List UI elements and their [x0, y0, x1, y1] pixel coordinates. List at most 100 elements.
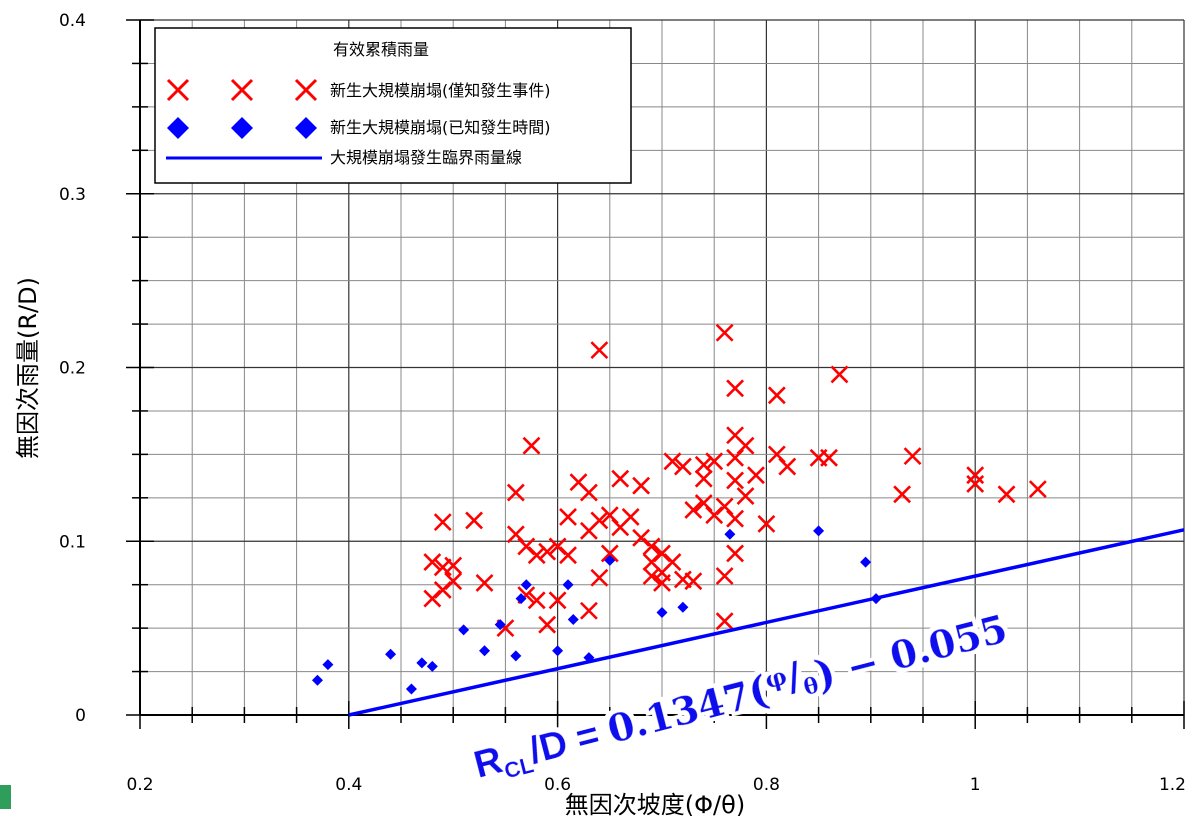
x-tick-label: 1 — [970, 775, 981, 795]
y-tick-label: 0.4 — [59, 11, 86, 31]
x-marker-point — [527, 546, 546, 565]
x-marker-point — [757, 514, 776, 533]
x-marker-point — [548, 591, 567, 610]
x-axis-title: 無因次坡度(Φ/θ) — [565, 791, 745, 819]
diamond-marker-point — [677, 601, 689, 613]
x-marker-point — [538, 542, 557, 561]
x-marker-point — [673, 457, 692, 476]
diamond-marker-point — [552, 645, 564, 657]
x-marker-point — [684, 572, 703, 591]
x-marker-point — [663, 452, 682, 471]
x-marker-point — [726, 379, 744, 398]
legend: 有效累積雨量 新生大規模崩塌(僅知發生事件) 新生大規模崩塌(已知發生時間) 大… — [154, 27, 632, 184]
x-marker-point — [538, 615, 557, 634]
x-marker-point — [663, 553, 682, 572]
x-marker-point — [997, 485, 1016, 504]
x-marker-point — [642, 537, 661, 556]
x-marker-point — [705, 452, 724, 471]
y-tick-label: 0.2 — [59, 359, 86, 379]
x-marker-point — [621, 508, 640, 526]
tick-labels: 0.2 0.4 0.6 0.8 1 1.2 0 0.1 0.2 0.3 0.4 — [59, 11, 1186, 795]
x-marker-point — [611, 469, 630, 488]
x-marker-point — [444, 572, 463, 591]
x-marker-point — [522, 436, 541, 455]
y-tick-label: 0.3 — [59, 185, 86, 205]
x-marker-point — [820, 448, 838, 467]
x-marker-point — [726, 509, 744, 528]
x-marker-point — [893, 485, 912, 504]
legend-entry-label: 大規模崩塌發生臨界雨量線 — [330, 148, 522, 167]
y-axis-title: 無因次雨量(R/D) — [14, 277, 42, 459]
x-marker-point — [590, 568, 609, 587]
x-marker-point — [527, 591, 546, 610]
x-marker-point — [747, 466, 765, 485]
diamond-marker-point — [724, 528, 736, 540]
x-marker-point — [715, 612, 734, 631]
x-marker-point — [506, 483, 525, 502]
diamond-marker-point — [813, 525, 825, 537]
x-marker-point — [632, 476, 651, 495]
x-marker-point — [778, 457, 797, 476]
diamond-marker-point — [604, 554, 616, 566]
legend-x-marker — [294, 78, 318, 102]
legend-diamond-marker — [231, 117, 253, 139]
x-marker-point — [559, 508, 577, 526]
corner-decoration — [0, 785, 11, 809]
x-marker-point — [767, 386, 786, 405]
legend-entry-label: 新生大規模崩塌(已知發生時間) — [330, 118, 551, 137]
diamond-marker-point — [656, 606, 668, 618]
diamond-marker-point — [426, 660, 438, 672]
legend-x-markers — [166, 78, 318, 102]
x-marker-point — [903, 447, 922, 466]
x-marker-point — [580, 601, 598, 620]
x-marker-point — [715, 323, 734, 342]
x-marker-point — [559, 546, 577, 565]
x-marker-point — [444, 556, 463, 575]
x-marker-point — [600, 544, 619, 563]
diamond-marker-point — [860, 556, 872, 568]
diamond-marker-point — [479, 645, 491, 657]
diamond-marker-point — [562, 579, 574, 591]
x-marker-point — [642, 567, 661, 585]
x-marker-point — [684, 501, 703, 519]
legend-entry-label: 新生大規模崩塌(僅知發生事件) — [330, 81, 551, 100]
x-marker-point — [580, 483, 598, 502]
x-marker-point — [830, 365, 849, 384]
x-marker-point — [736, 436, 755, 455]
diamond-marker-point — [458, 624, 470, 636]
diamond-marker-point — [515, 593, 527, 605]
diamond-marker-point — [510, 650, 522, 662]
diamond-marker-point — [520, 579, 532, 591]
x-marker-point — [966, 466, 985, 485]
x-marker-point — [590, 511, 609, 530]
y-tick-label: 0 — [75, 706, 86, 726]
x-marker-point — [433, 513, 452, 532]
legend-x-marker — [230, 78, 254, 102]
diamond-marker-point — [405, 683, 417, 695]
legend-title: 有效累積雨量 — [333, 40, 429, 59]
legend-diamond-marker — [167, 117, 189, 139]
x-marker-point — [475, 574, 494, 592]
legend-x-marker — [166, 78, 190, 102]
threshold-line — [348, 528, 1185, 717]
legend-diamond-marker — [295, 117, 317, 139]
diamond-marker-point — [494, 619, 506, 631]
axes — [126, 19, 1185, 729]
diamond-marker-point — [322, 659, 334, 671]
x-marker-point — [1028, 480, 1047, 499]
x-marker-point — [715, 567, 734, 585]
x-tick-label: 0.2 — [126, 775, 153, 795]
x-marker-point — [694, 469, 713, 488]
diamond-marker-point — [416, 657, 428, 669]
x-tick-label: 0.4 — [335, 775, 362, 795]
x-marker-point — [465, 511, 483, 530]
data-points — [311, 323, 1185, 717]
diamond-marker-point — [311, 674, 323, 686]
x-marker-point — [726, 471, 744, 490]
diamond-marker-point — [385, 648, 397, 660]
x-tick-label: 1.2 — [1159, 775, 1186, 795]
x-marker-point — [726, 544, 744, 563]
x-marker-point — [736, 487, 755, 505]
x-tick-label: 0.6 — [544, 775, 571, 795]
